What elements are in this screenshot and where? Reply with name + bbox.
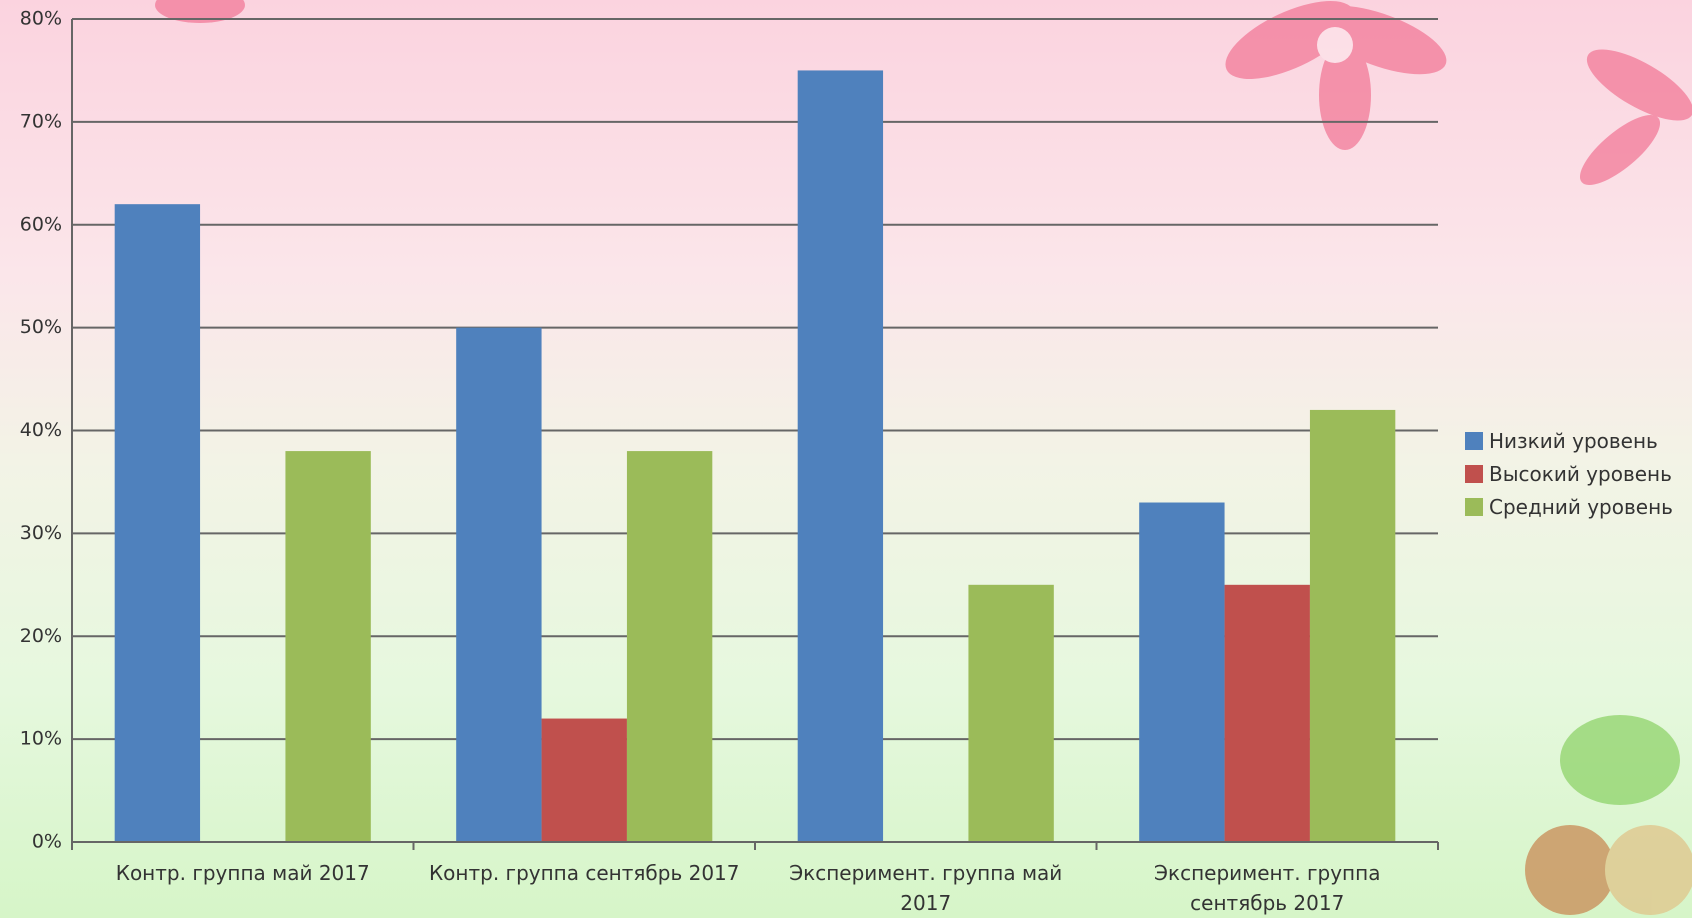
legend-item: Низкий уровень — [1465, 424, 1673, 457]
legend-swatch — [1465, 431, 1483, 450]
bar — [114, 204, 201, 843]
y-tick-label: 50% — [20, 316, 62, 338]
y-tick-label: 0% — [32, 831, 62, 853]
bar — [1309, 409, 1396, 842]
y-tick-label: 20% — [20, 625, 62, 647]
x-tick-label: Эксперимент. группа май 2017 — [789, 861, 1063, 915]
bar — [968, 584, 1054, 842]
bar — [626, 451, 713, 842]
x-tick-label: Контр. группа май 2017 — [115, 861, 370, 885]
bar — [285, 451, 371, 842]
bar — [1224, 584, 1310, 842]
y-tick-label: 30% — [20, 522, 62, 544]
legend-label: Высокий уровень — [1489, 461, 1672, 486]
bar — [541, 718, 627, 842]
legend-label: Низкий уровень — [1489, 428, 1658, 453]
legend-item: Высокий уровень — [1465, 457, 1673, 490]
x-tick-label: Контр. группа сентябрь 2017 — [428, 861, 740, 885]
y-tick-label: 40% — [20, 419, 62, 441]
legend-item: Средний уровень — [1465, 490, 1673, 523]
bar — [797, 70, 884, 842]
y-tick-label: 80% — [20, 8, 62, 30]
bar — [1139, 502, 1225, 842]
legend-swatch — [1465, 497, 1483, 516]
legend-label: Средний уровень — [1489, 494, 1673, 519]
legend-swatch — [1465, 464, 1483, 483]
x-tick-label: Эксперимент. группа сентябрь 2017 — [1154, 861, 1381, 915]
y-tick-label: 70% — [20, 110, 62, 132]
bar — [456, 327, 542, 842]
y-tick-label: 10% — [20, 728, 62, 750]
y-tick-label: 60% — [20, 213, 62, 235]
legend: Низкий уровень Высокий уровень Средний уро… — [1465, 424, 1673, 523]
decoration — [155, 0, 1692, 915]
